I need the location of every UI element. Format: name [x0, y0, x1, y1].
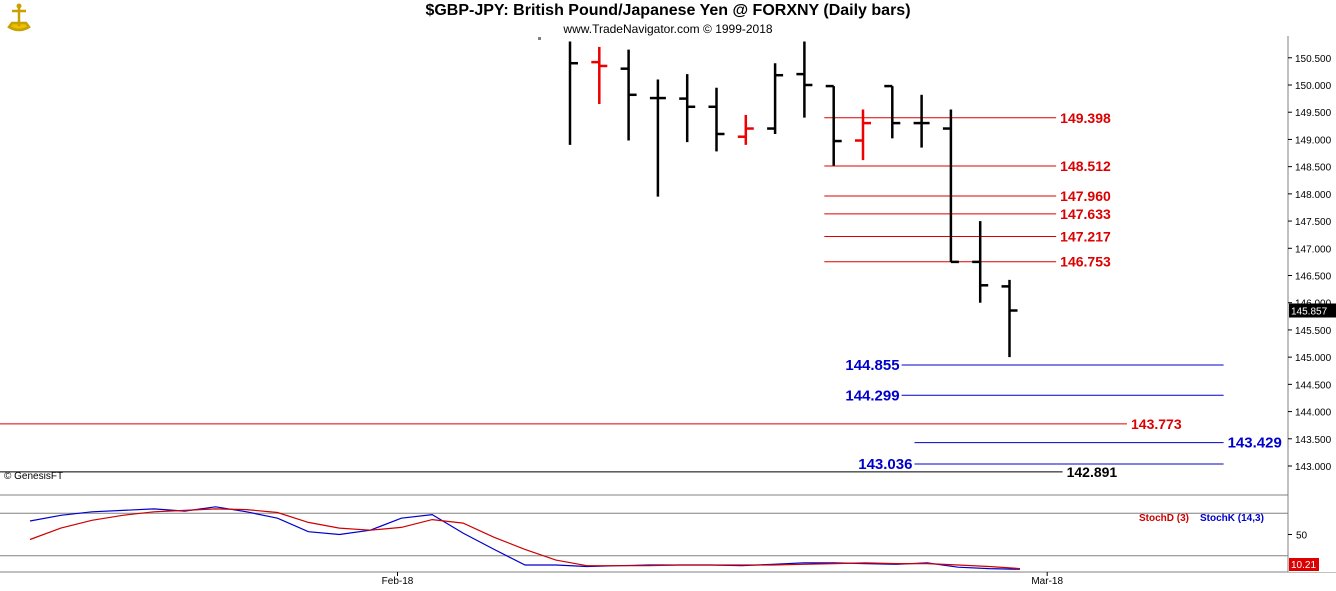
stoch-legend-k: StochK (14,3)	[1200, 513, 1264, 524]
y-tick-label: 150.000	[1295, 81, 1332, 92]
y-tick-label: 143.000	[1295, 462, 1332, 473]
y-tick-label: 143.500	[1295, 435, 1332, 446]
x-tick-label: Feb-18	[382, 576, 414, 587]
y-tick-label: 149.000	[1295, 135, 1332, 146]
level-label: 147.960	[1060, 188, 1111, 204]
level-label: 144.855	[845, 357, 899, 374]
chart-title: $GBP-JPY: British Pound/Japanese Yen @ F…	[425, 2, 911, 19]
y-tick-label: 148.500	[1295, 163, 1332, 174]
y-tick-label: 148.000	[1295, 190, 1332, 201]
level-label: 143.773	[1131, 416, 1182, 432]
level-label: 142.891	[1067, 464, 1118, 480]
trade-navigator-logo-icon	[4, 2, 34, 34]
level-label: 147.633	[1060, 206, 1111, 222]
stoch-legend-d: StochD (3)	[1139, 513, 1189, 524]
stoch-k-line	[29, 506, 1021, 570]
level-label: 146.753	[1060, 254, 1111, 270]
last-price-label: 145.857	[1291, 306, 1328, 317]
chart-header: $GBP-JPY: British Pound/Japanese Yen @ F…	[0, 0, 1336, 36]
copyright-label: © GenesisFT	[4, 471, 63, 482]
x-axis: Feb-18 Mar-18	[382, 572, 1063, 587]
price-axis: 143.000 143.500 144.000 144.500 145.000 145.5…	[1287, 36, 1336, 572]
y-tick-label: 145.500	[1295, 326, 1332, 337]
y-tick-label: 144.500	[1295, 380, 1332, 391]
price-bars	[568, 41, 1018, 358]
y-tick-label: 150.500	[1295, 54, 1332, 65]
top-marker	[538, 37, 541, 40]
y-tick-label: 144.000	[1295, 408, 1332, 419]
level-label: 148.512	[1060, 158, 1111, 174]
y-tick-label: 147.000	[1295, 244, 1332, 255]
y-tick-label: 149.500	[1295, 108, 1332, 119]
price-panel	[0, 36, 1336, 573]
stochastic-panel: 50 StochD (3) StochK (14,3) 10.21	[0, 506, 1319, 571]
stoch-d-line	[29, 508, 1021, 570]
level-label: 143.036	[858, 456, 912, 473]
x-tick-label: Mar-18	[1031, 576, 1063, 587]
level-label: 143.429	[1228, 435, 1282, 452]
y-tick-label: 145.000	[1295, 353, 1332, 364]
stoch-y-tick-label: 50	[1296, 531, 1308, 542]
level-label: 144.299	[845, 387, 899, 404]
stoch-last-value-tag	[1289, 558, 1319, 571]
stoch-last-value-label: 10.21	[1291, 560, 1316, 571]
price-levels: 149.398 148.512 147.960 147.633 147.217 146.7…	[0, 110, 1282, 480]
chart-subtitle: www.TradeNavigator.com © 1999-2018	[563, 22, 773, 36]
last-price-tag	[1289, 303, 1336, 318]
y-tick-label: 146.500	[1295, 272, 1332, 283]
price-plot-area	[0, 36, 1288, 495]
level-label: 149.398	[1060, 110, 1111, 126]
level-label: 147.217	[1060, 228, 1111, 244]
y-tick-label: 147.500	[1295, 217, 1332, 228]
